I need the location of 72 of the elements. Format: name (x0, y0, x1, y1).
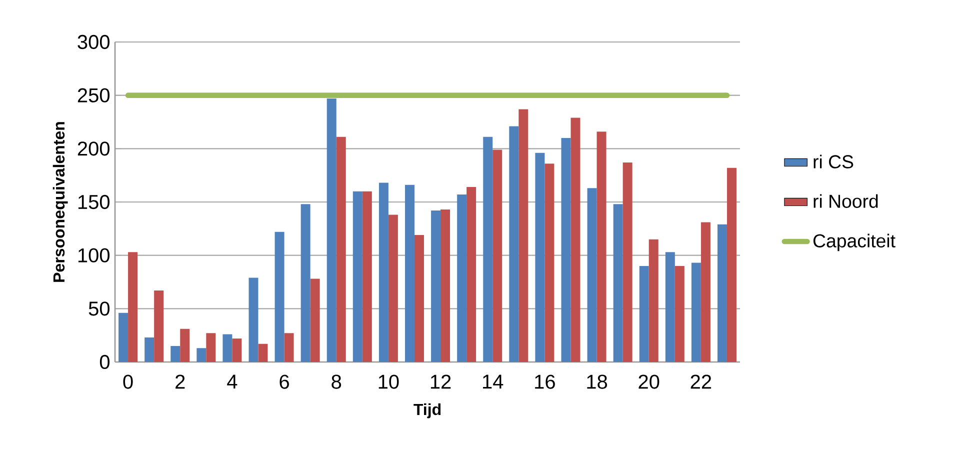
bar (587, 188, 597, 362)
bar (336, 136, 346, 362)
bar (258, 344, 268, 362)
x-tick-label: 0 (123, 374, 133, 389)
x-tick-label: 4 (227, 374, 238, 388)
bar (196, 348, 206, 362)
bar (274, 232, 284, 362)
bar (570, 118, 580, 362)
bar (310, 278, 320, 362)
bar (404, 184, 414, 362)
y-tick-label: 300 (78, 34, 110, 50)
bar (118, 312, 128, 362)
bar (639, 266, 649, 362)
bar (726, 168, 736, 362)
bar (622, 162, 632, 362)
bar (535, 152, 545, 362)
bar (518, 109, 528, 362)
y-tick-label: 50 (88, 302, 110, 316)
bar (300, 204, 310, 362)
bar (222, 334, 232, 362)
x-tick-label: 12 (430, 374, 451, 389)
x-tick-label: 18 (587, 374, 608, 389)
y-tick-label: 150 (78, 194, 110, 210)
y-axis-title: Persoonequivalenten (52, 122, 68, 282)
bar (466, 187, 476, 362)
x-tick-label: 14 (483, 374, 504, 388)
bar (180, 328, 190, 362)
x-tick-label: 20 (638, 374, 660, 389)
x-tick-label: 6 (280, 374, 289, 389)
bar (326, 98, 336, 362)
bar (561, 138, 571, 362)
bar (378, 182, 388, 362)
bar (232, 338, 242, 362)
y-tick-label: 100 (78, 248, 110, 262)
x-tick-label: 22 (690, 374, 712, 389)
bar (248, 278, 258, 362)
bar (170, 346, 180, 362)
bar (665, 252, 675, 362)
bar (717, 224, 727, 362)
bar (388, 214, 398, 362)
bar (128, 252, 138, 362)
bar (613, 204, 623, 362)
x-tick-label: 2 (176, 374, 185, 389)
legend-label: Capaciteit (813, 234, 896, 252)
x-tick-label: 10 (378, 374, 399, 389)
legend-label: ri CS (814, 154, 854, 168)
bar (414, 235, 424, 362)
y-tick-label: 200 (78, 142, 110, 156)
y-tick-label: 0 (100, 354, 110, 370)
x-tick-label: 8 (332, 374, 342, 389)
bar (492, 150, 502, 362)
bar (544, 164, 554, 362)
bar (700, 222, 710, 362)
bar (144, 337, 154, 362)
bar (440, 209, 450, 362)
bar (596, 132, 606, 362)
bar (483, 136, 493, 362)
bar (457, 194, 467, 362)
bar (352, 191, 362, 362)
bar (509, 126, 519, 362)
bar (206, 333, 216, 362)
bar (431, 210, 441, 362)
legend-label: ri Noord (814, 194, 878, 208)
bar (691, 262, 701, 362)
y-tick-label: 250 (78, 88, 110, 102)
x-tick-label: 16 (535, 374, 555, 389)
bar (648, 239, 658, 362)
bar (284, 333, 294, 362)
bar (674, 266, 684, 362)
x-axis-title: Tijd (414, 403, 441, 418)
bar (362, 191, 372, 362)
bar (154, 290, 164, 362)
